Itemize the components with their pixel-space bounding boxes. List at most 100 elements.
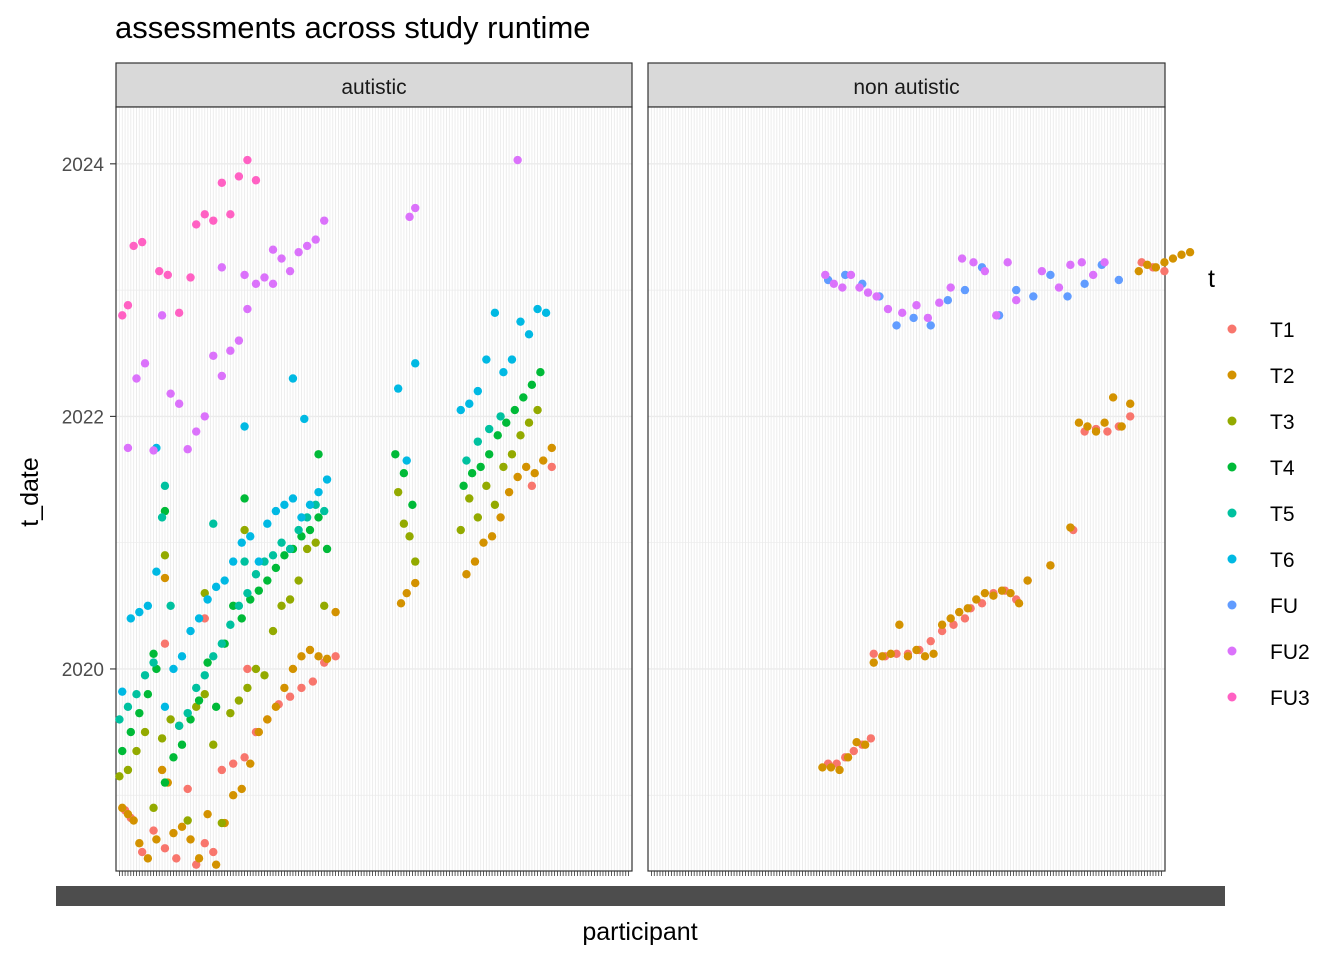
data-point-t2 [177,822,187,832]
x-tick-labels-overlap [56,886,692,906]
data-point-t6 [456,405,465,415]
panel-border [115,106,633,872]
data-point-t6 [280,500,289,509]
data-point-fu3 [163,270,172,280]
data-point-t1 [200,839,209,848]
data-point-t3 [268,626,278,636]
data-point-fu2 [149,446,158,455]
data-point-t4 [502,418,511,427]
data-point-t1 [308,677,318,686]
data-point-t2 [305,645,315,655]
data-point-t3 [166,715,175,724]
data-point-t1 [926,636,935,646]
data-point-t4 [177,740,187,749]
data-point-t4 [169,753,178,762]
data-point-t3 [482,481,491,491]
data-point-fu2 [1077,258,1086,267]
legend-key-fu3 [1227,692,1237,702]
data-point-t2 [1023,576,1032,585]
data-point-t4 [476,462,485,472]
data-point-t1 [1103,427,1112,436]
data-point-t4 [237,614,246,623]
data-point-fu3 [186,273,195,282]
data-point-t4 [118,746,127,756]
data-point-fu [1063,292,1072,301]
data-point-fu2 [883,304,893,314]
data-point-t3 [157,734,167,743]
facet-strip [647,62,1166,108]
y-tick-label: 2020 [62,660,104,681]
data-point-fu2 [1066,260,1075,270]
data-point-t3 [399,519,409,528]
data-point-fu2 [898,308,907,318]
data-point-t2 [504,487,514,497]
data-point-t3 [251,664,261,674]
y-axis-title: t_date [16,457,44,527]
data-point-t1 [183,784,192,794]
data-point-t6 [533,304,542,314]
data-point-t3 [234,696,244,705]
data-point-t6 [300,414,309,424]
data-point-t4 [527,380,537,390]
data-point-t5 [140,671,150,680]
data-point-t5 [226,620,235,629]
data-point-t6 [322,475,332,484]
data-point-t4 [240,494,249,503]
data-point-t1 [149,826,158,835]
data-point-t6 [288,494,298,503]
data-point-t3 [465,494,474,503]
data-point-t6 [297,513,306,522]
data-point-t2 [462,570,471,579]
legend-label-fu: FU [1270,595,1298,618]
data-point-t2 [955,607,964,617]
data-point-t2 [152,835,161,844]
data-point-t4 [314,513,323,522]
data-point-t3 [524,418,534,427]
data-point-t5 [174,721,184,730]
data-point-t2 [169,828,178,838]
data-point-t4 [263,576,272,585]
data-point-t2 [860,740,870,749]
data-point-t1 [172,854,181,863]
data-point-t2 [1091,427,1101,436]
data-point-t2 [1083,422,1092,431]
data-point-t4 [143,690,153,699]
data-point-t2 [1108,393,1118,402]
data-point-t2 [322,654,332,664]
y-tick-label: 2024 [62,155,105,176]
data-point-t5 [485,424,494,434]
data-point-t2 [129,816,138,825]
data-point-t6 [516,317,525,326]
data-point-t4 [493,431,502,440]
data-point-t2 [929,649,938,658]
legend-label-t1: T1 [1270,319,1295,342]
data-point-fu [1012,285,1021,295]
data-point-t2 [1151,263,1161,272]
data-point-t1 [1160,266,1169,276]
data-point-t4 [160,778,170,787]
facet-panels: autistic non autistic [115,62,1166,872]
data-point-fu2 [209,351,218,360]
data-point-t6 [263,519,272,528]
data-point-t3 [411,557,420,566]
data-point-t4 [203,658,212,667]
data-point-fu [926,321,935,330]
data-point-t5 [496,412,505,421]
data-point-fu2 [969,258,978,267]
data-point-t2 [835,765,844,775]
data-point-fu2 [183,445,192,454]
data-point-fu2 [192,427,201,436]
data-point-t5 [285,544,295,554]
data-point-t2 [1100,418,1109,427]
data-point-fu3 [123,301,133,310]
legend-key-t6 [1227,554,1237,564]
data-point-t3 [140,727,150,737]
data-point-t4 [211,702,221,712]
data-point-t5 [166,601,175,611]
data-point-t2 [237,784,246,794]
data-point-t3 [200,588,209,598]
legend-key-t1 [1227,324,1237,334]
data-point-t2 [297,652,306,661]
data-point-t5 [123,702,133,712]
